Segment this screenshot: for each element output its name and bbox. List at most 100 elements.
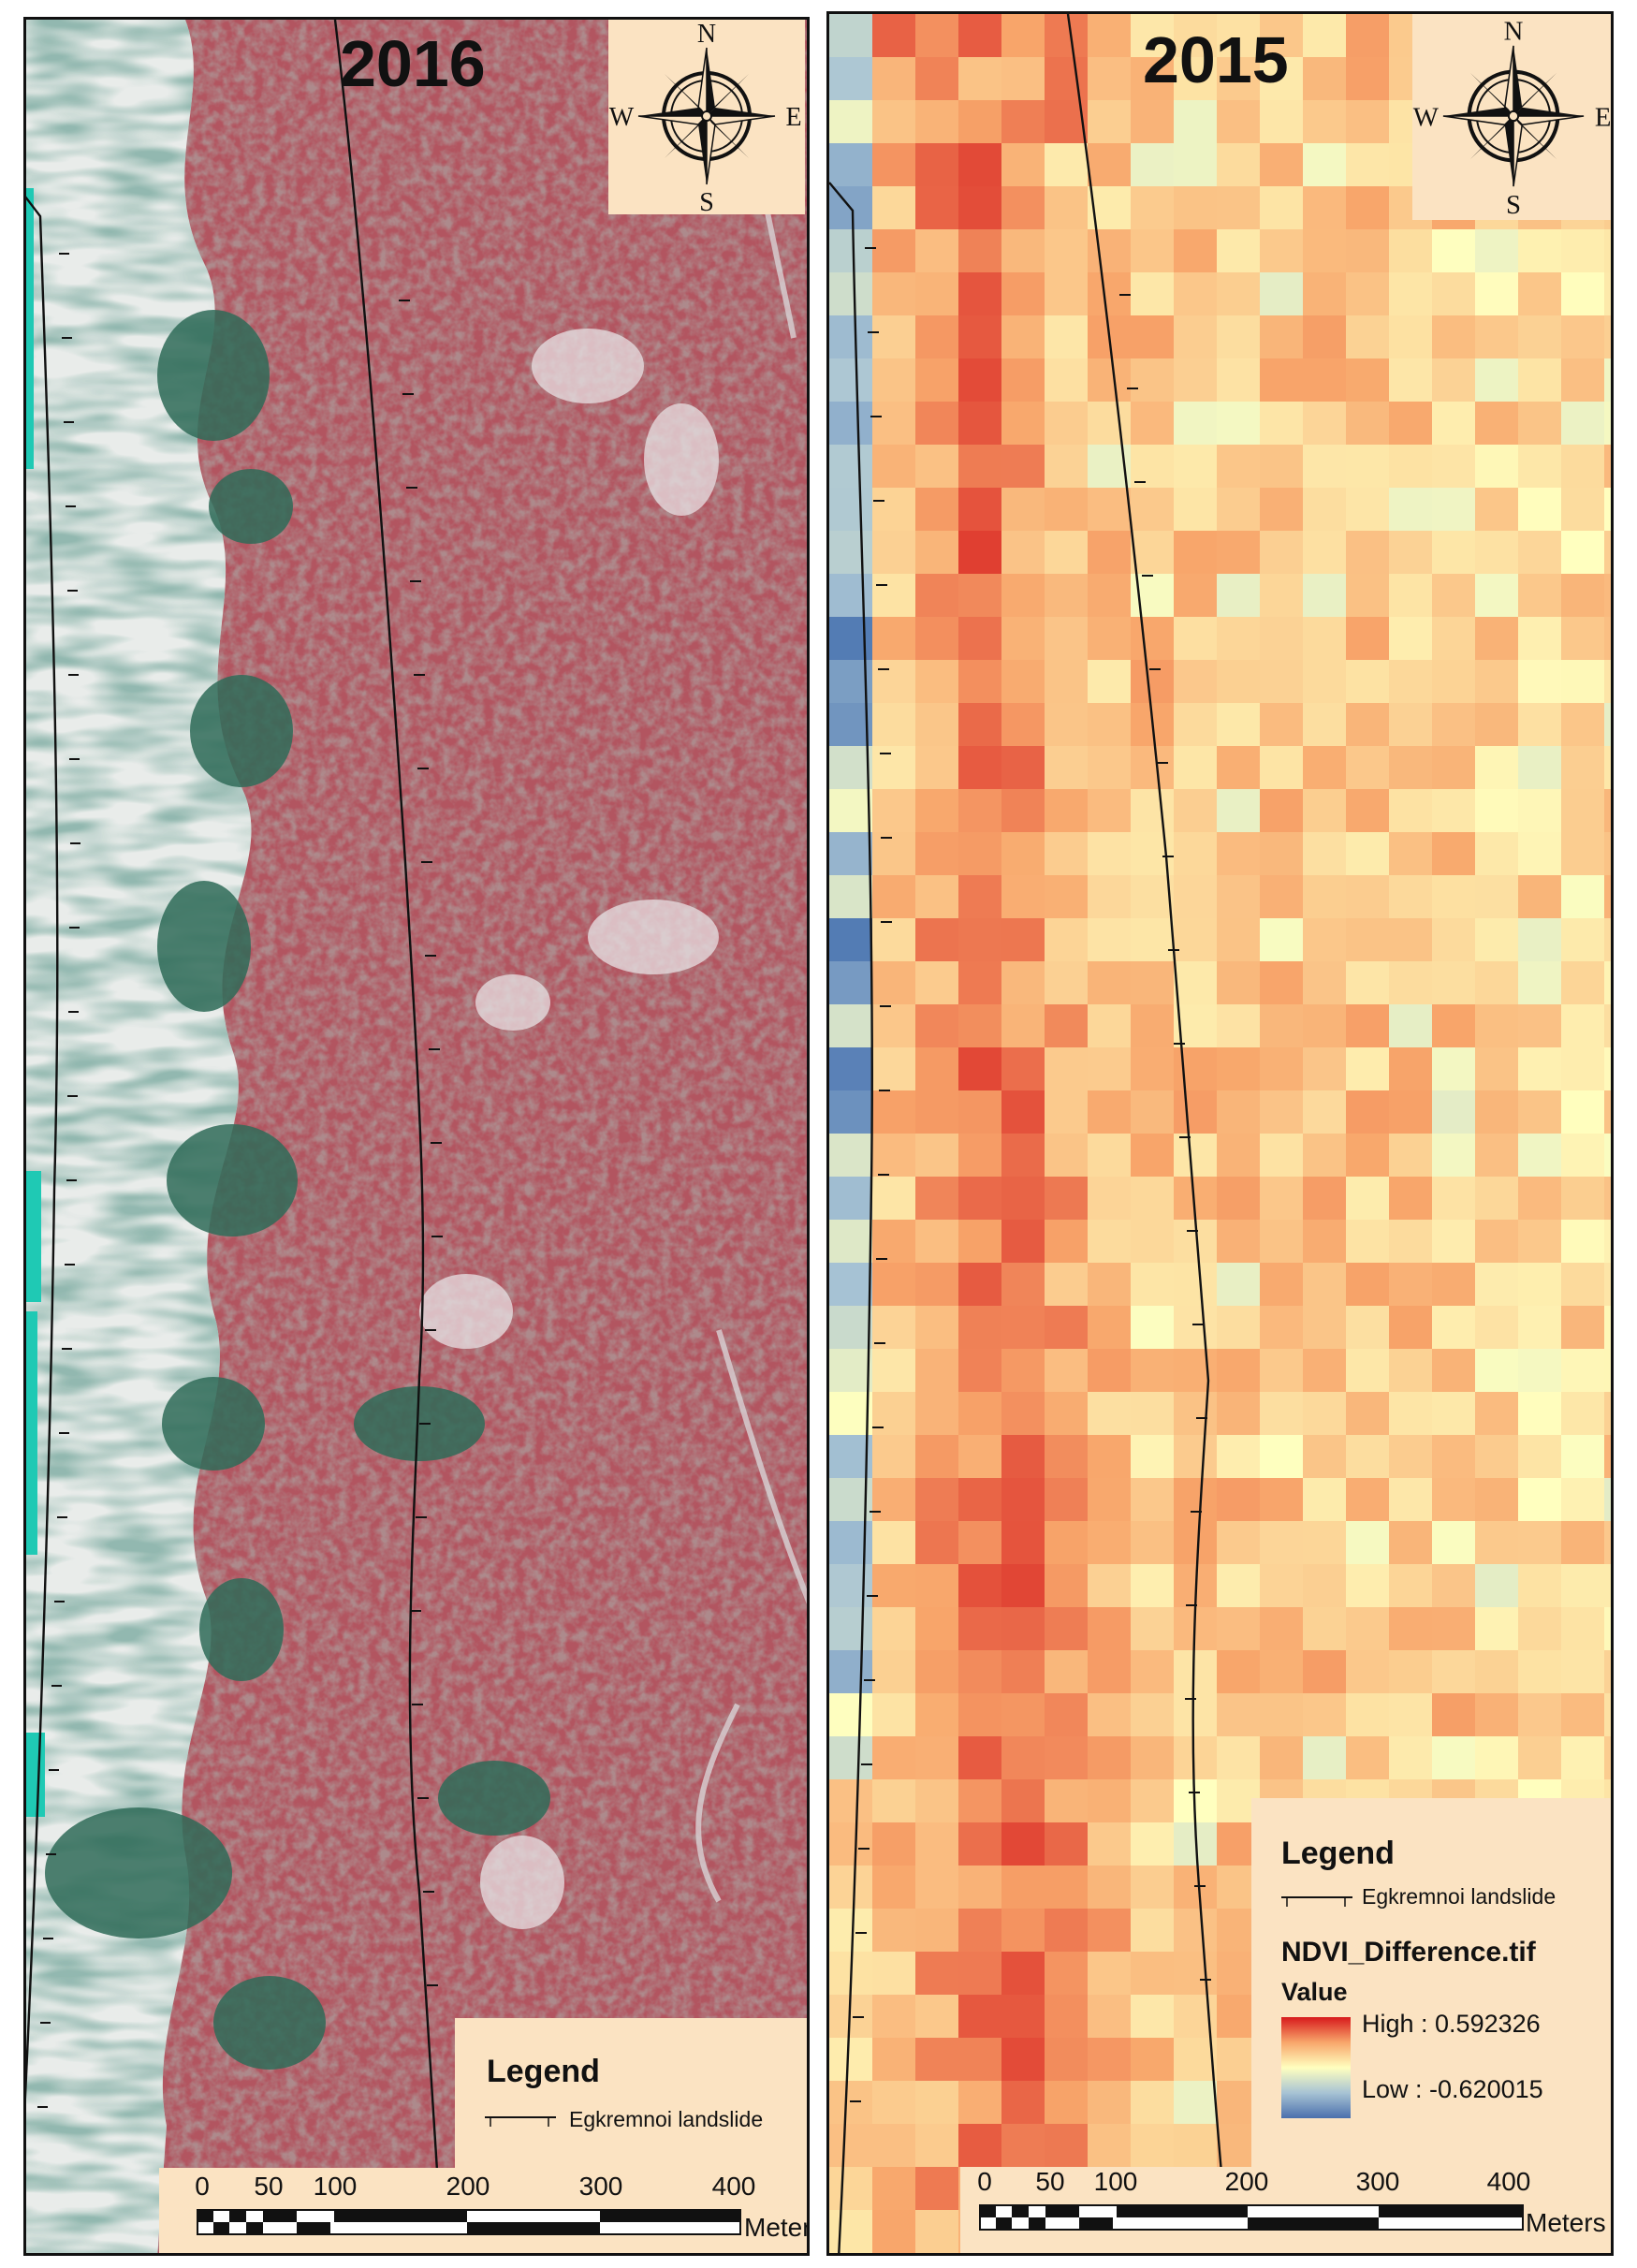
ndvi-cell xyxy=(1303,1607,1347,1651)
ndvi-cell xyxy=(1260,531,1304,575)
ndvi-cell xyxy=(1045,358,1089,402)
ndvi-cell xyxy=(1001,1866,1045,1910)
ndvi-cell xyxy=(1518,1650,1562,1694)
ndvi-cell xyxy=(1561,1693,1605,1737)
ndvi-cell xyxy=(1001,358,1045,402)
scale-tick-0: 0 xyxy=(195,2172,210,2201)
ndvi-cell xyxy=(1260,1736,1304,1780)
ndvi-cell xyxy=(1131,1047,1175,1091)
ndvi-cell xyxy=(1217,1564,1261,1608)
ndvi-cell xyxy=(1561,961,1605,1005)
ndvi-cell xyxy=(1518,1134,1562,1178)
ndvi-cell xyxy=(1303,1220,1347,1264)
ndvi-cell xyxy=(1088,1822,1132,1866)
ndvi-cell xyxy=(1346,660,1390,704)
legend-value-label: Value xyxy=(1281,1978,1348,2006)
ndvi-cell xyxy=(1131,1220,1175,1264)
ndvi-cell xyxy=(1088,229,1132,273)
ndvi-cell xyxy=(1561,1349,1605,1393)
ndvi-cell xyxy=(1303,1650,1347,1694)
ndvi-cell xyxy=(958,1650,1002,1694)
ndvi-cell xyxy=(915,574,959,618)
ndvi-cell xyxy=(1432,315,1476,359)
ndvi-cell xyxy=(1389,229,1433,273)
ndvi-cell xyxy=(1475,445,1519,489)
ndvi-cell xyxy=(1045,143,1089,187)
ndvi-cell xyxy=(1260,1564,1304,1608)
ndvi-cell xyxy=(872,143,916,187)
ndvi-cell xyxy=(1518,746,1562,790)
scale-bar: 0 50 100 200 300 400 Meters xyxy=(960,2167,1611,2253)
ndvi-cell xyxy=(1088,143,1132,187)
ndvi-cell xyxy=(1432,660,1476,704)
ndvi-cell xyxy=(958,2124,1002,2168)
ndvi-cell xyxy=(1088,1995,1132,2039)
north-arrow: N S E W xyxy=(1412,14,1611,220)
ndvi-cell xyxy=(1045,1177,1089,1221)
ndvi-cell xyxy=(1088,746,1132,790)
ndvi-cell xyxy=(1518,574,1562,618)
ndvi-cell xyxy=(915,660,959,704)
ndvi-cell xyxy=(1001,660,1045,704)
ndvi-cell xyxy=(1389,574,1433,618)
ndvi-cell xyxy=(1001,961,1045,1005)
ndvi-cell xyxy=(1174,574,1218,618)
ndvi-cell xyxy=(1303,832,1347,876)
ndvi-cell xyxy=(829,832,873,876)
scale-tick-400: 400 xyxy=(711,2172,756,2201)
ndvi-cell xyxy=(1389,531,1433,575)
scale-tick-200: 200 xyxy=(1224,2167,1269,2196)
ndvi-cell xyxy=(1475,1435,1519,1479)
ndvi-cell xyxy=(1001,315,1045,359)
ndvi-cell xyxy=(915,445,959,489)
ndvi-cell xyxy=(915,229,959,273)
ndvi-cell xyxy=(829,1349,873,1393)
ndvi-cell xyxy=(1475,1047,1519,1091)
ndvi-cell xyxy=(1260,1478,1304,1522)
ndvi-cell xyxy=(1432,789,1476,833)
ndvi-cell xyxy=(1475,660,1519,704)
ndvi-cell xyxy=(1260,2253,1304,2256)
compass-n: N xyxy=(697,20,716,49)
ndvi-cell xyxy=(1303,1004,1347,1048)
ndvi-cell xyxy=(1001,445,1045,489)
ndvi-cell xyxy=(1174,445,1218,489)
ndvi-cell xyxy=(1432,1693,1476,1737)
ndvi-cell xyxy=(958,832,1002,876)
ndvi-cell xyxy=(1432,445,1476,489)
ndvi-cell xyxy=(1389,402,1433,446)
ndvi-cell xyxy=(1475,875,1519,919)
ndvi-cell xyxy=(1518,918,1562,962)
ndvi-cell xyxy=(872,14,916,58)
ndvi-cell xyxy=(1045,315,1089,359)
ndvi-cell xyxy=(1131,1392,1175,1436)
ndvi-cell xyxy=(915,1004,959,1048)
ndvi-cell xyxy=(1174,1047,1218,1091)
ndvi-cell xyxy=(1131,2038,1175,2082)
scale-tick-50: 50 xyxy=(254,2172,284,2201)
ndvi-cell xyxy=(1131,1779,1175,1823)
ndvi-cell xyxy=(1475,1004,1519,1048)
ndvi-cell xyxy=(1131,660,1175,704)
ndvi-cell xyxy=(1131,2253,1175,2256)
ndvi-cell xyxy=(915,918,959,962)
ndvi-cell xyxy=(1303,617,1347,661)
ndvi-cell xyxy=(1432,229,1476,273)
ndvi-cell xyxy=(1346,961,1390,1005)
ndvi-cell xyxy=(872,57,916,101)
ndvi-cell xyxy=(1432,1607,1476,1651)
ndvi-cell xyxy=(1217,1306,1261,1350)
ndvi-cell xyxy=(829,746,873,790)
ndvi-cell xyxy=(1260,789,1304,833)
ndvi-cell xyxy=(872,1693,916,1737)
ndvi-cell xyxy=(1217,14,1261,58)
scale-bar-graphic xyxy=(979,2204,1524,2231)
ndvi-cell xyxy=(958,1047,1002,1091)
ndvi-cell xyxy=(1475,1134,1519,1178)
ndvi-cell xyxy=(1217,1349,1261,1393)
ndvi-cell xyxy=(958,1909,1002,1953)
ndvi-cell xyxy=(1045,832,1089,876)
ndvi-cell xyxy=(1088,57,1132,101)
ndvi-cell xyxy=(1001,789,1045,833)
ndvi-cell xyxy=(1346,143,1390,187)
